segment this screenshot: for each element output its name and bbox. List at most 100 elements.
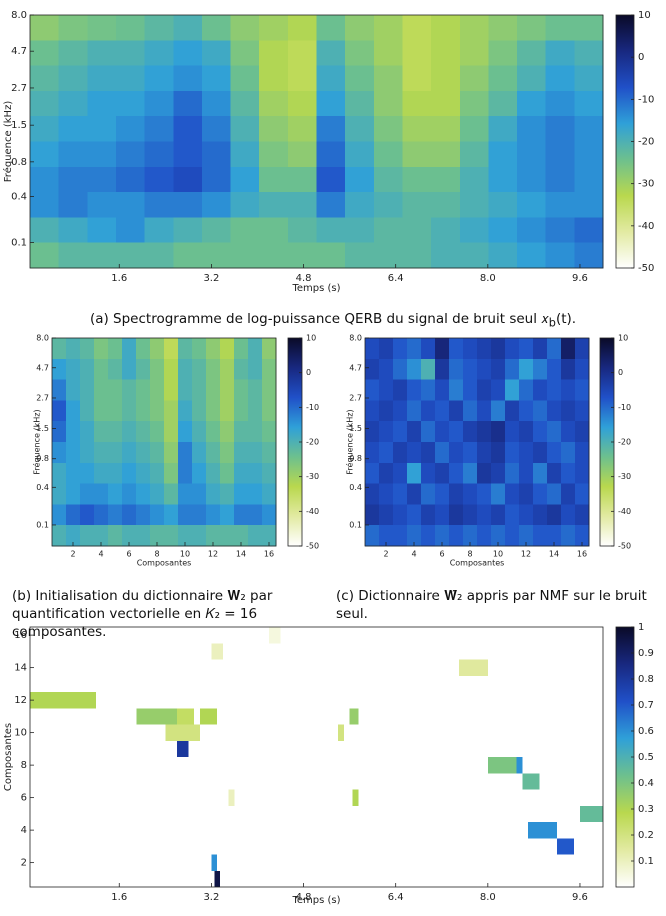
heat-cell [379,338,394,360]
heat-cell [164,483,179,505]
heat-cell [574,141,604,168]
x-tick-label: 4 [411,550,416,559]
heat-cell [379,421,394,443]
activation-cell [528,822,557,839]
heat-cell [488,116,518,143]
x-tick-label: 10 [180,550,190,559]
heat-cell [178,483,193,505]
heat-cell [533,400,548,422]
plot-frame [51,337,277,547]
heat-cell [206,379,221,401]
heat-cell [365,379,380,401]
heat-cell [220,483,235,505]
heat-cell [574,15,604,41]
heat-cell [491,421,506,443]
colorbar-tick-label: 0.9 [638,648,654,659]
heat-cell [164,400,179,422]
x-tick-label: 4.8 [296,273,312,284]
heat-cell [517,65,547,92]
heat-cell [463,462,478,485]
heat-cell [435,483,450,505]
heat-cell [206,421,221,443]
colorbar-tick-label: 0 [306,368,311,377]
x-tick-label: 8 [467,550,472,559]
colorbar-tick-label: -40 [306,507,319,516]
heat-cell [431,40,461,67]
heat-cell [136,462,151,485]
heat-cell [80,504,95,526]
heat-cell [574,217,604,244]
heat-cell [262,525,277,547]
heat-cell [373,166,404,193]
x-axis-label: Composantes [137,559,192,568]
y-tick-label: 0.1 [349,520,362,529]
heat-cell [519,338,534,360]
heat-cell [259,65,289,92]
x-axis-label: Composantes [450,559,505,568]
colorbar-tick-label: -10 [638,94,654,105]
heat-cell [402,65,432,92]
heat-cell [259,217,289,244]
heat-cell [259,242,289,269]
heat-cell [144,166,174,193]
heat-cell [561,504,576,526]
heat-cell [87,116,117,143]
heat-cell [230,65,260,92]
heat-cell [220,504,235,526]
heat-cell [173,166,203,193]
heat-cell [248,338,263,360]
heat-cell [477,462,492,485]
heat-cell [345,242,375,269]
heat-cell [259,166,289,193]
heat-cell [66,504,81,526]
heat-cell [248,442,263,464]
heat-cell [402,116,432,143]
heat-cell [201,15,232,41]
heat-cell [234,338,249,360]
heat-cell [259,141,289,168]
heat-cell [30,90,60,117]
heat-cell [230,217,260,244]
heat-cell [115,116,146,143]
heat-cell [262,462,277,485]
heat-cell [87,217,117,244]
heat-cell [574,116,604,143]
heat-cell [421,483,436,505]
heat-cell [561,338,576,360]
heat-cell [463,400,478,422]
heat-cell [115,166,146,193]
heat-cell [365,358,380,381]
heat-cell [164,358,179,381]
y-tick-label: 0.8 [11,157,27,168]
heat-cell [259,40,289,67]
heat-cell [150,421,165,443]
heat-cell [136,483,151,505]
heat-cell [431,242,461,269]
heat-cell [192,400,207,422]
heat-cell [545,116,575,143]
heat-cell [122,483,137,505]
heat-cell [421,525,436,547]
heat-cell [108,462,123,485]
plot-area [52,338,277,547]
colorbar-tick-label: 10 [306,334,316,343]
heat-cell [575,525,590,547]
heat-cell [316,15,346,41]
heat-cell [87,192,117,218]
heat-cell [505,504,520,526]
heat-cell [407,442,422,464]
heat-cell [262,379,277,401]
heat-cell [431,217,461,244]
heat-cell [435,462,450,485]
y-tick-label: 16 [14,630,27,641]
heat-cell [52,442,67,464]
heat-cell [574,40,604,67]
heat-cell [201,217,232,244]
heat-cell [477,504,492,526]
heat-cell [449,462,464,485]
heat-cell [365,421,380,443]
heat-cell [435,525,450,547]
heat-cell [94,379,109,401]
heat-cell [449,379,464,401]
